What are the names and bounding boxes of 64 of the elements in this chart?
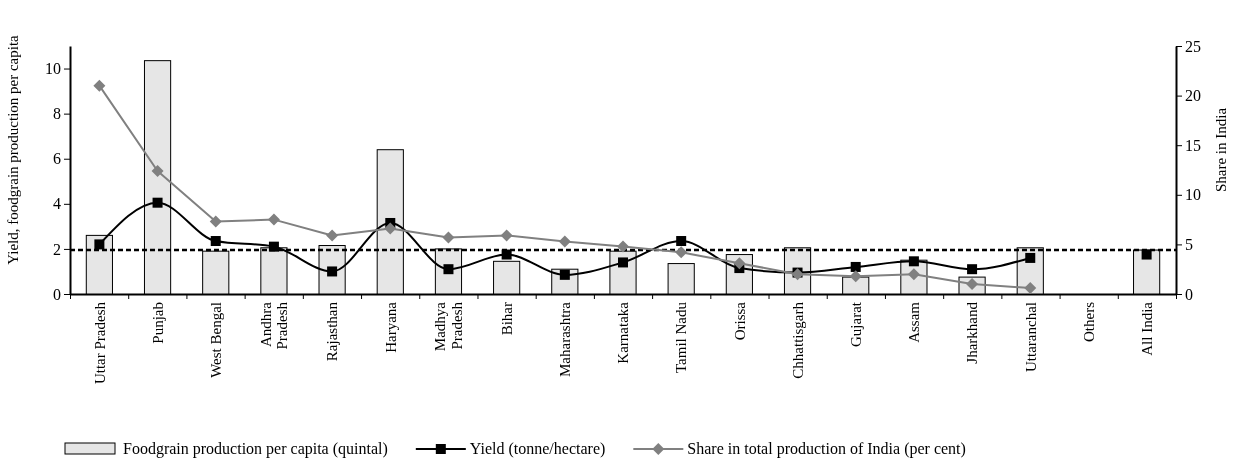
x-tick-label: Madhya Pradesh [432,301,465,352]
y-tick-label: 6 [53,150,61,168]
point [733,257,746,270]
y2-tick-label: 15 [1185,136,1201,154]
point [559,269,570,280]
point [268,241,279,252]
y2-tick-label: 25 [1185,37,1201,55]
point [151,164,164,177]
point [1024,282,1037,295]
x-tick-label: Others [1080,301,1097,342]
point [676,236,687,247]
point [908,256,919,267]
point [442,231,455,244]
point [967,264,978,275]
point [93,79,106,92]
x-tick-label: Uttaranchal [1022,302,1039,372]
point [327,266,338,277]
point [1025,252,1036,263]
point [94,239,105,250]
y-tick-label: 0 [53,285,61,303]
point [1141,249,1152,260]
y-axis-title: Yield, foodgrain production per capita [5,34,21,265]
point [152,197,163,208]
y2-tick-label: 10 [1185,186,1201,204]
x-tick-label: Gujarat [847,301,864,347]
y-tick-label: 10 [45,60,61,78]
y2-axis-title: Share in India [1213,107,1229,193]
x-tick-label: Haryana [382,301,399,353]
point [326,229,339,242]
point [618,257,628,268]
x-tick-label: Punjab [149,302,166,344]
point [558,235,571,248]
y2-tick-label: 0 [1185,285,1193,303]
y2-tick-label: 20 [1185,87,1201,105]
x-tick-label: Maharashtra [557,301,574,377]
point [617,240,629,253]
x-tick-label: Bihar [498,302,515,336]
y-tick-label: 2 [53,240,61,258]
point [443,264,454,275]
x-tick-label: West Bengal [207,302,224,378]
y-tick-label: 4 [53,195,61,213]
x-tick-label: Chhattisgarh [789,301,806,379]
legend-label: Foodgrain production per capita (quintal) [123,440,388,458]
y-tick-label: 8 [53,105,61,123]
x-tick-label: Jharkhand [964,301,981,364]
point [267,213,280,226]
x-tick-label: Assam [906,301,923,343]
point [850,261,861,272]
legend-label: Share in total production of India (per cent) [687,440,966,458]
x-tick-label: Andhra Pradesh [257,301,291,350]
point [675,246,688,259]
x-tick-label: Tamil Nadu [673,301,690,374]
x-tick-label: All India [1138,301,1155,356]
point [210,236,221,247]
x-tick-label: Orissa [731,301,748,341]
y2-tick-label: 5 [1185,236,1193,254]
legend-label: Yield (tonne/hectare) [469,440,606,458]
point [501,249,512,260]
x-tick-label: Rajasthan [324,301,341,362]
x-tick-label: Uttar Pradesh [91,301,108,385]
point [500,229,513,242]
point [209,215,222,228]
x-tick-label: Karnataka [615,301,632,364]
point [384,222,397,235]
